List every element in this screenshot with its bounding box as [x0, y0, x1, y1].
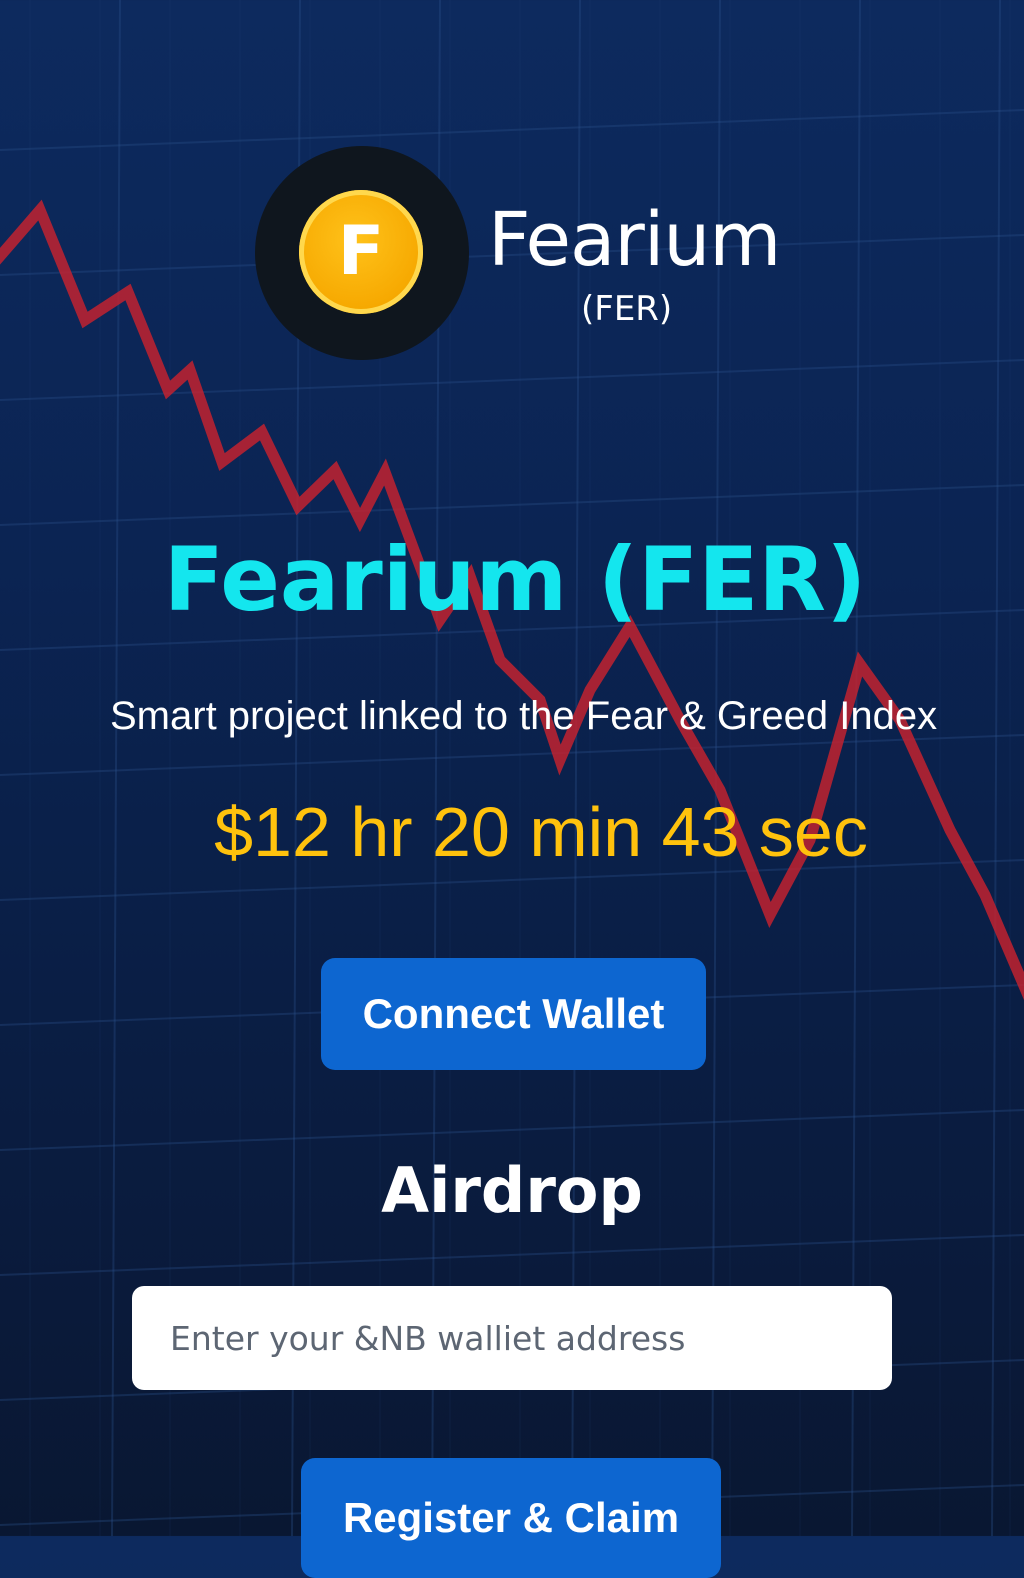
fearium-coin-icon: F: [299, 190, 423, 314]
connect-wallet-button[interactable]: Connect Wallet: [321, 958, 706, 1070]
airdrop-heading: Airdrop: [381, 1154, 643, 1227]
wallet-address-input[interactable]: [132, 1286, 892, 1390]
hero-tagline: Smart project linked to the Fear & Greed…: [110, 694, 938, 738]
brand-name: Fearium: [488, 197, 781, 283]
hero-headline: Fearium (FER): [163, 528, 867, 631]
brand-ticker: (FER): [581, 289, 673, 329]
countdown-timer: $12 hr 20 min 43 sec: [214, 793, 868, 871]
register-claim-button[interactable]: Register & Claim: [301, 1458, 721, 1578]
logo-badge: F: [255, 146, 469, 360]
